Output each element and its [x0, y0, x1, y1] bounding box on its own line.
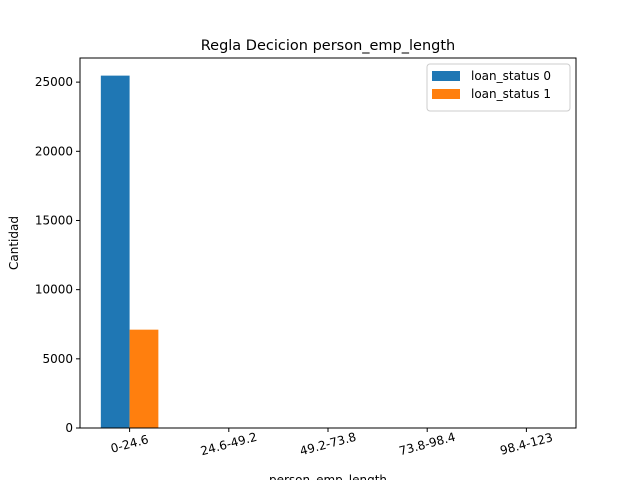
y-tick-label: 0 — [65, 421, 73, 435]
plot-frame — [80, 58, 576, 428]
legend-swatch — [432, 71, 460, 81]
y-tick-label: 5000 — [42, 352, 73, 366]
y-tick-label: 20000 — [35, 144, 73, 158]
y-tick-label: 10000 — [35, 283, 73, 297]
legend-box — [426, 63, 571, 112]
x-axis-label: person_emp_length — [269, 473, 387, 480]
axes-border — [79, 57, 577, 429]
x-tick-label: 24.6-49.2 — [199, 430, 258, 458]
legend-label: loan_status 1 — [471, 87, 551, 101]
bar-series1-0 — [129, 329, 159, 428]
bar-series0-0 — [100, 75, 130, 428]
legend-swatch — [432, 89, 460, 99]
x-tick-label: 73.8-98.4 — [397, 430, 456, 458]
y-tick-label: 25000 — [35, 75, 73, 89]
y-tick-label: 15000 — [35, 213, 73, 227]
x-axis: 0-24.6 24.6-49.2 49.2-73.8 73.8-98.4 98.4-12… — [109, 428, 554, 458]
y-axis-label: Cantidad — [7, 216, 21, 270]
x-tick-label: 49.2-73.8 — [298, 430, 357, 458]
legend: loan_status 0 loan_status 1 — [426, 63, 571, 112]
legend-label: loan_status 0 — [471, 69, 551, 83]
y-axis: 0 5000 10000 15000 20000 25000 — [35, 75, 80, 435]
x-tick-label: 0-24.6 — [109, 432, 150, 456]
bars-group — [100, 75, 229, 428]
chart-title: Regla Decicion person_emp_length — [201, 38, 456, 54]
plot-area — [80, 58, 576, 428]
x-tick-label: 98.4-123 — [499, 430, 555, 457]
